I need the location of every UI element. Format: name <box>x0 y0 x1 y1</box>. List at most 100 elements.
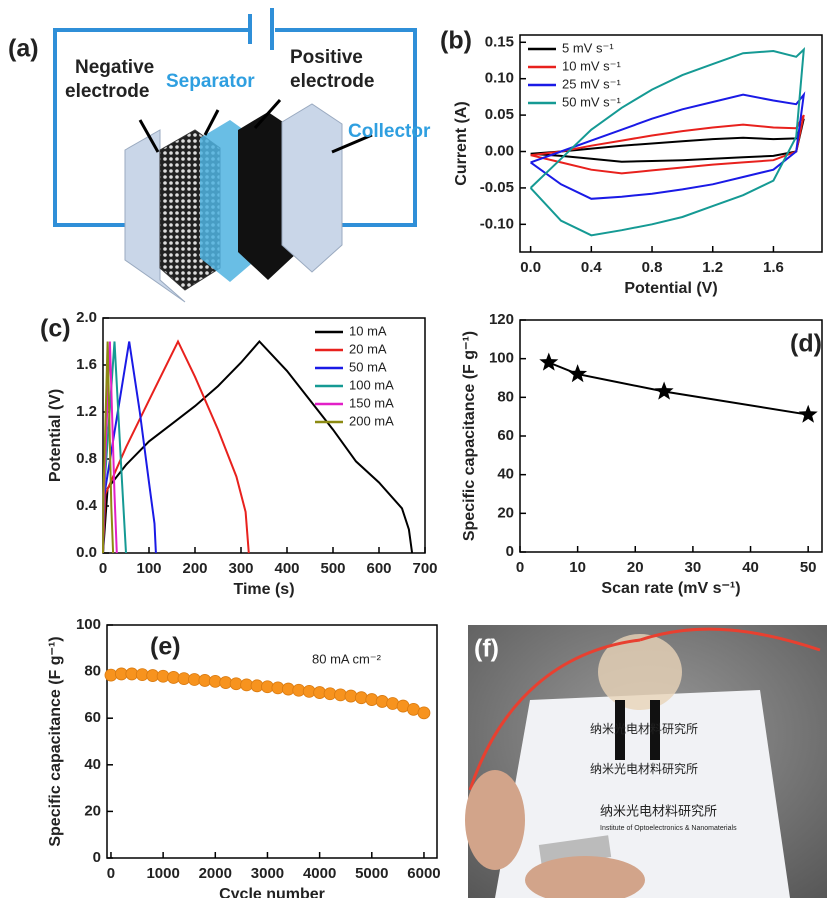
panel-label: (f) <box>474 635 499 663</box>
x-tick-label: 600 <box>366 560 391 577</box>
x-tick-label: 10 <box>569 559 586 576</box>
y-tick-label: 0.0 <box>76 544 97 561</box>
x-tick-label: 0.8 <box>642 259 663 276</box>
x-tick-label: 40 <box>742 559 759 576</box>
diagram-label: electrode <box>290 71 374 92</box>
diagram-label: Positive <box>290 47 363 68</box>
point <box>345 690 357 702</box>
star-marker <box>655 382 674 400</box>
point <box>418 707 430 719</box>
star-marker <box>539 353 558 371</box>
x-tick-label: 100 <box>136 560 161 577</box>
y-tick-label: 0.10 <box>485 70 514 87</box>
x-tick-label: 0.4 <box>581 259 603 276</box>
legend-label: 150 mA <box>349 395 394 410</box>
panel-label: (b) <box>440 27 472 55</box>
y-tick-label: 0.15 <box>485 33 514 50</box>
diagram-label: Negative <box>75 57 154 78</box>
annotation: 80 mA cm⁻² <box>312 651 382 666</box>
y-tick-label: 20 <box>84 802 101 819</box>
x-tick-label: 1.6 <box>763 259 784 276</box>
diagram-label: Collector <box>348 121 431 142</box>
x-tick-label: 2000 <box>199 865 232 882</box>
y-tick-label: 80 <box>497 388 514 405</box>
x-tick-label: 0 <box>99 560 107 577</box>
chart: 02040608010012001020304050Scan rate (mV … <box>461 311 822 597</box>
y-axis-title: Potential (V) <box>47 389 64 482</box>
photo-text: 纳米光电材料研究所 <box>590 721 698 736</box>
series-line <box>549 363 808 415</box>
y-tick-label: 0.8 <box>76 450 97 467</box>
y-tick-label: 60 <box>84 709 101 726</box>
y-tick-label: -0.05 <box>480 179 514 196</box>
x-axis-title: Time (s) <box>233 581 294 598</box>
point <box>366 694 378 706</box>
x-tick-label: 6000 <box>407 865 440 882</box>
hand <box>465 770 525 870</box>
point <box>376 695 388 707</box>
y-tick-label: 0.05 <box>485 106 514 123</box>
star-marker <box>568 364 587 382</box>
x-tick-label: 200 <box>182 560 207 577</box>
legend-label: 200 mA <box>349 413 394 428</box>
y-axis-title: Specific capacitance (F g⁻¹) <box>47 636 64 846</box>
y-tick-label: 20 <box>497 504 514 521</box>
x-tick-label: 300 <box>228 560 253 577</box>
figure: (a) Negative electrode Separator Positiv… <box>0 0 827 898</box>
y-tick-label: 120 <box>489 311 514 328</box>
legend-label: 25 mV s⁻¹ <box>562 76 622 91</box>
photo-text: 纳米光电材料研究所 <box>590 761 698 776</box>
y-tick-label: 100 <box>489 350 514 367</box>
x-tick-label: 3000 <box>251 865 284 882</box>
y-tick-label: 1.6 <box>76 356 97 373</box>
series-line <box>531 119 804 162</box>
panel-label: (d) <box>790 330 822 358</box>
x-tick-label: 0 <box>516 559 524 576</box>
point <box>355 692 367 704</box>
y-tick-label: 2.0 <box>76 309 97 326</box>
legend-label: 5 mV s⁻¹ <box>562 40 614 55</box>
x-tick-label: 1000 <box>146 865 179 882</box>
collector-plate <box>282 104 342 272</box>
star-marker <box>799 405 818 423</box>
x-axis-title: Cycle number <box>219 886 325 898</box>
y-tick-label: 100 <box>76 616 101 633</box>
panel-label: (c) <box>40 315 71 343</box>
y-tick-label: 60 <box>497 427 514 444</box>
diagram-label: Separator <box>166 71 255 92</box>
panel-label: (a) <box>8 35 39 63</box>
x-tick-label: 400 <box>274 560 299 577</box>
y-tick-label: 0 <box>93 849 101 866</box>
x-axis-title: Potential (V) <box>624 280 717 297</box>
photo-text: Institute of Optoelectronics & Nanomater… <box>600 825 737 832</box>
x-tick-label: 1.2 <box>702 259 723 276</box>
series-line <box>531 95 804 199</box>
schematic: (a) Negative electrode Separator Positiv… <box>8 8 431 302</box>
legend-label: 50 mA <box>349 359 387 374</box>
legend-label: 10 mA <box>349 323 387 338</box>
y-tick-label: 0.00 <box>485 142 514 159</box>
x-tick-label: 0 <box>107 865 115 882</box>
panel-label: (e) <box>150 633 181 661</box>
y-tick-label: 40 <box>84 756 101 773</box>
x-tick-label: 20 <box>627 559 644 576</box>
y-tick-label: 80 <box>84 663 101 680</box>
series-line <box>531 115 804 173</box>
x-tick-label: 4000 <box>303 865 336 882</box>
x-tick-label: 700 <box>412 560 437 577</box>
y-tick-label: -0.10 <box>480 215 514 232</box>
y-axis-title: Specific capacitance (F g⁻¹) <box>461 331 478 541</box>
photo-text: 纳米光电材料研究所 <box>600 803 717 818</box>
y-axis-title: Current (A) <box>453 101 470 185</box>
x-tick-label: 30 <box>685 559 702 576</box>
legend-label: 20 mA <box>349 341 387 356</box>
legend-label: 50 mV s⁻¹ <box>562 94 622 109</box>
x-tick-label: 5000 <box>355 865 388 882</box>
y-tick-label: 0.4 <box>76 497 98 514</box>
y-tick-label: 0 <box>506 543 514 560</box>
y-tick-label: 1.2 <box>76 403 97 420</box>
x-tick-label: 50 <box>800 559 817 576</box>
